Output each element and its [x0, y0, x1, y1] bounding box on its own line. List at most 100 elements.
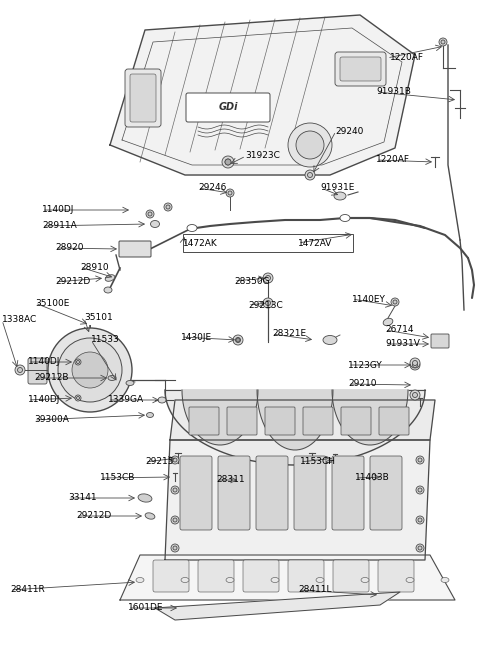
Text: 1140DJ: 1140DJ — [42, 205, 74, 214]
Ellipse shape — [383, 318, 393, 326]
Circle shape — [288, 123, 332, 167]
Circle shape — [296, 131, 324, 159]
FancyBboxPatch shape — [256, 456, 288, 530]
Text: 29240: 29240 — [335, 127, 363, 135]
Text: 29212D: 29212D — [76, 511, 111, 521]
Polygon shape — [257, 390, 333, 450]
Polygon shape — [332, 390, 408, 445]
Ellipse shape — [441, 578, 449, 582]
Ellipse shape — [340, 214, 350, 222]
Circle shape — [225, 159, 231, 165]
Polygon shape — [110, 15, 415, 175]
Text: GDi: GDi — [218, 102, 238, 112]
Text: 1430JE: 1430JE — [181, 333, 212, 341]
Circle shape — [236, 338, 240, 342]
Circle shape — [76, 396, 80, 400]
Circle shape — [58, 338, 122, 402]
FancyBboxPatch shape — [378, 560, 414, 592]
Text: 33141: 33141 — [68, 493, 96, 503]
Circle shape — [171, 456, 179, 464]
Ellipse shape — [105, 275, 115, 282]
Circle shape — [225, 159, 231, 165]
Text: 29215: 29215 — [145, 457, 173, 467]
Circle shape — [173, 518, 177, 522]
FancyBboxPatch shape — [218, 456, 250, 530]
Text: 29246: 29246 — [198, 183, 227, 193]
Circle shape — [263, 273, 273, 283]
Text: 28311: 28311 — [216, 475, 245, 485]
FancyBboxPatch shape — [198, 560, 234, 592]
FancyBboxPatch shape — [119, 241, 151, 257]
Circle shape — [412, 361, 418, 365]
Text: 28910: 28910 — [80, 262, 108, 272]
Text: 29212D: 29212D — [55, 278, 90, 286]
Circle shape — [393, 300, 397, 304]
Circle shape — [412, 363, 418, 367]
Text: 1601DE: 1601DE — [128, 604, 164, 612]
Ellipse shape — [145, 513, 155, 519]
Text: 28350G: 28350G — [234, 276, 270, 286]
Circle shape — [164, 203, 172, 211]
FancyBboxPatch shape — [243, 560, 279, 592]
Circle shape — [416, 544, 424, 552]
Circle shape — [416, 516, 424, 524]
Text: 91931V: 91931V — [385, 339, 420, 349]
Circle shape — [265, 301, 271, 305]
Circle shape — [412, 392, 418, 398]
Text: 1338AC: 1338AC — [2, 315, 37, 325]
Text: 35100E: 35100E — [35, 299, 70, 307]
Text: 39300A: 39300A — [34, 416, 69, 424]
FancyBboxPatch shape — [227, 407, 257, 435]
Text: 29210: 29210 — [348, 380, 376, 388]
Text: 1220AF: 1220AF — [376, 155, 410, 165]
FancyBboxPatch shape — [333, 560, 369, 592]
Ellipse shape — [323, 335, 337, 345]
Circle shape — [173, 546, 177, 550]
Ellipse shape — [108, 376, 116, 380]
FancyBboxPatch shape — [340, 57, 381, 81]
Polygon shape — [182, 390, 258, 445]
Text: 1140EY: 1140EY — [352, 295, 386, 303]
Ellipse shape — [146, 412, 154, 418]
Polygon shape — [120, 555, 455, 600]
FancyBboxPatch shape — [341, 407, 371, 435]
Circle shape — [233, 335, 243, 345]
Circle shape — [263, 298, 273, 308]
Ellipse shape — [406, 578, 414, 582]
Circle shape — [416, 456, 424, 464]
FancyBboxPatch shape — [130, 74, 156, 122]
Text: 1153CH: 1153CH — [300, 457, 336, 467]
FancyBboxPatch shape — [180, 456, 212, 530]
Text: 28321E: 28321E — [272, 329, 306, 339]
Text: 28411R: 28411R — [10, 586, 45, 594]
Circle shape — [410, 360, 420, 370]
Ellipse shape — [361, 578, 369, 582]
Circle shape — [48, 328, 132, 412]
Circle shape — [15, 365, 25, 375]
Circle shape — [75, 359, 81, 365]
Text: 29213C: 29213C — [248, 301, 283, 309]
FancyBboxPatch shape — [335, 52, 386, 86]
Circle shape — [236, 337, 240, 343]
FancyBboxPatch shape — [370, 456, 402, 530]
Circle shape — [441, 40, 445, 44]
FancyBboxPatch shape — [332, 456, 364, 530]
Circle shape — [418, 488, 422, 492]
Text: 1140DJ: 1140DJ — [28, 357, 60, 367]
Circle shape — [222, 156, 234, 168]
Text: 35101: 35101 — [84, 313, 113, 323]
Circle shape — [173, 458, 177, 462]
Circle shape — [418, 518, 422, 522]
Ellipse shape — [158, 397, 166, 403]
FancyBboxPatch shape — [431, 334, 449, 348]
Circle shape — [305, 170, 315, 180]
Circle shape — [148, 212, 152, 216]
Circle shape — [75, 395, 81, 401]
Circle shape — [228, 191, 232, 195]
Circle shape — [416, 486, 424, 494]
Circle shape — [173, 488, 177, 492]
Text: 1140DJ: 1140DJ — [28, 396, 60, 404]
Circle shape — [418, 458, 422, 462]
Ellipse shape — [126, 380, 134, 386]
Text: 28920: 28920 — [55, 244, 84, 252]
